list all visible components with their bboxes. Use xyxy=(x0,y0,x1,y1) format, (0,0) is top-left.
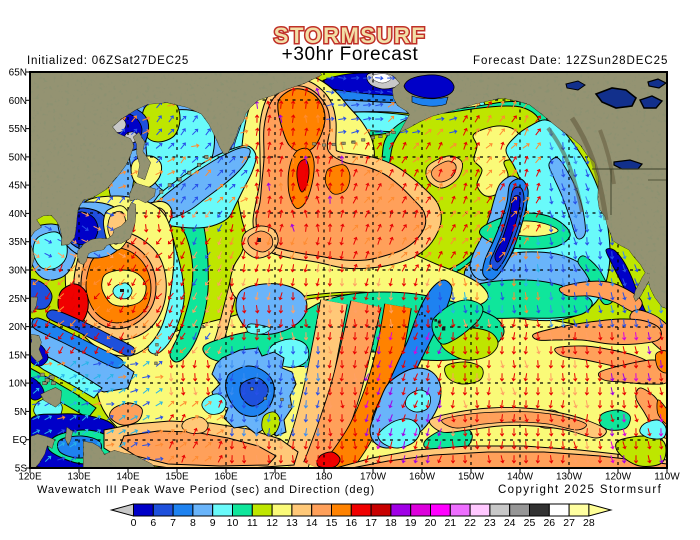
svg-text:8: 8 xyxy=(190,517,196,529)
svg-text:40N: 40N xyxy=(9,209,27,220)
svg-text:20: 20 xyxy=(425,517,437,529)
svg-text:27: 27 xyxy=(563,517,575,529)
svg-text:18: 18 xyxy=(385,517,397,529)
svg-text:20N: 20N xyxy=(9,322,27,333)
svg-text:140W: 140W xyxy=(507,472,534,483)
svg-text:160W: 160W xyxy=(409,472,436,483)
svg-text:17: 17 xyxy=(365,517,377,529)
svg-text:160E: 160E xyxy=(214,472,238,483)
svg-text:5N: 5N xyxy=(14,407,27,418)
svg-text:26: 26 xyxy=(543,517,555,529)
svg-text:35N: 35N xyxy=(9,237,27,248)
svg-text:6: 6 xyxy=(150,517,156,529)
svg-text:9: 9 xyxy=(210,517,216,529)
svg-text:130E: 130E xyxy=(67,472,91,483)
svg-text:21: 21 xyxy=(444,517,456,529)
svg-text:45N: 45N xyxy=(9,181,27,192)
svg-text:10N: 10N xyxy=(9,379,27,390)
svg-text:22: 22 xyxy=(464,517,476,529)
svg-text:130W: 130W xyxy=(556,472,583,483)
svg-text:110W: 110W xyxy=(654,472,680,483)
svg-text:170W: 170W xyxy=(360,472,387,483)
svg-text:0: 0 xyxy=(131,517,137,529)
svg-text:28: 28 xyxy=(583,517,595,529)
svg-text:30N: 30N xyxy=(9,266,27,277)
svg-text:15: 15 xyxy=(326,517,338,529)
svg-text:60N: 60N xyxy=(9,96,27,107)
svg-text:150W: 150W xyxy=(458,472,485,483)
svg-text:12: 12 xyxy=(266,517,278,529)
svg-text:140E: 140E xyxy=(116,472,140,483)
svg-text:180: 180 xyxy=(316,472,333,483)
svg-text:120W: 120W xyxy=(605,472,632,483)
svg-text:65N: 65N xyxy=(9,68,27,79)
svg-text:23: 23 xyxy=(484,517,496,529)
svg-text:25N: 25N xyxy=(9,294,27,305)
svg-text:25: 25 xyxy=(524,517,536,529)
svg-text:120E: 120E xyxy=(18,472,42,483)
svg-text:16: 16 xyxy=(345,517,357,529)
svg-text:EQ: EQ xyxy=(13,435,28,446)
svg-text:24: 24 xyxy=(504,517,516,529)
svg-text:55N: 55N xyxy=(9,124,27,135)
svg-text:170E: 170E xyxy=(263,472,287,483)
svg-text:19: 19 xyxy=(405,517,417,529)
svg-text:7: 7 xyxy=(170,517,176,529)
svg-text:11: 11 xyxy=(247,517,258,529)
svg-text:10: 10 xyxy=(227,517,239,529)
svg-text:15N: 15N xyxy=(9,350,27,361)
svg-text:13: 13 xyxy=(286,517,298,529)
svg-text:5S: 5S xyxy=(15,464,28,475)
svg-text:150E: 150E xyxy=(165,472,189,483)
svg-text:14: 14 xyxy=(306,517,318,529)
svg-text:50N: 50N xyxy=(9,152,27,163)
